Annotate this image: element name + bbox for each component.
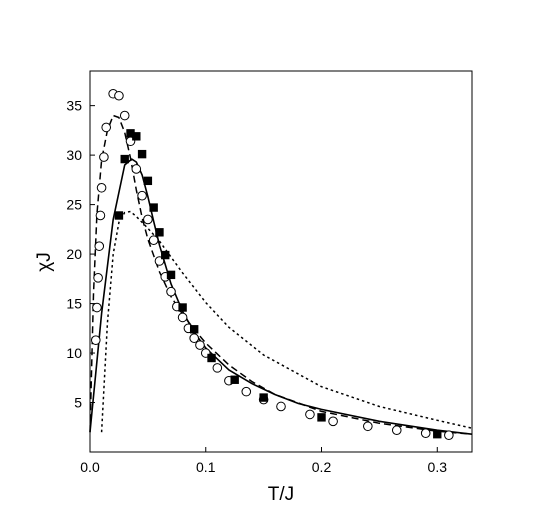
y-tick-label: 25	[66, 197, 82, 213]
data-point-circle	[92, 302, 102, 313]
series-open-circles	[90, 88, 454, 440]
data-point-circle	[212, 363, 223, 373]
data-point-square	[259, 393, 268, 402]
data-point-circle	[93, 273, 103, 283]
data-point-square	[137, 149, 147, 159]
y-tick-label: 35	[66, 98, 82, 114]
data-point-circle	[444, 430, 454, 440]
y-tick-label: 30	[66, 147, 82, 163]
y-tick-label: 5	[74, 395, 82, 411]
data-point-circle	[94, 241, 105, 251]
data-point-circle	[195, 340, 205, 350]
x-tick-label: 0.2	[312, 459, 332, 475]
solid-line-curve	[89, 158, 473, 435]
data-point-circle	[95, 210, 106, 221]
x-tick-label: 0.3	[428, 459, 448, 475]
data-point-circle	[143, 214, 153, 225]
data-point-square	[317, 413, 326, 422]
data-point-circle	[420, 428, 431, 438]
series-dotted-line	[100, 210, 473, 433]
x-axis-label: T/J	[268, 484, 294, 505]
data-point-circle	[276, 401, 286, 412]
data-point-square	[132, 132, 141, 141]
y-tick-label: 10	[66, 345, 82, 361]
plot-frame	[89, 70, 473, 453]
data-point-circle	[177, 312, 188, 323]
series-layer	[89, 88, 473, 440]
data-point-square	[143, 176, 153, 186]
data-point-square	[178, 303, 187, 312]
data-point-circle	[148, 235, 159, 246]
series-solid-line	[89, 158, 473, 435]
y-axis-ticks: 5 10 15 20 25 30 35	[66, 98, 95, 411]
x-axis-ticks: 0.0 0.1 0.2 0.3	[80, 447, 447, 475]
data-point-square	[230, 375, 239, 384]
data-point-circle	[305, 409, 315, 420]
data-point-circle	[363, 421, 373, 432]
data-point-square	[161, 250, 170, 260]
data-point-square	[166, 270, 176, 280]
y-axis-label: χJ	[34, 252, 55, 271]
data-point-circle	[101, 122, 112, 133]
data-point-square	[149, 203, 158, 212]
dotted-line-curve	[100, 210, 473, 433]
data-point-circle	[90, 335, 101, 345]
data-point-square	[433, 429, 442, 439]
series-dashed-line	[89, 114, 473, 435]
x-tick-label: 0.1	[196, 459, 216, 475]
x-tick-label: 0.0	[80, 459, 100, 475]
y-tick-label: 15	[66, 296, 82, 312]
data-point-square	[120, 154, 129, 164]
data-point-circle	[137, 190, 147, 201]
data-point-circle	[131, 164, 142, 174]
data-point-circle	[328, 416, 338, 427]
data-point-circle	[189, 333, 199, 343]
data-point-square	[126, 129, 135, 138]
data-point-circle	[114, 90, 124, 101]
dashed-line-curve	[89, 114, 473, 435]
data-point-circle	[119, 110, 130, 121]
data-point-square	[114, 211, 124, 220]
data-point-square	[155, 228, 164, 237]
data-point-square	[189, 325, 199, 334]
data-point-circle	[241, 386, 252, 397]
data-point-circle	[166, 286, 176, 297]
data-point-circle	[391, 425, 402, 436]
data-point-square	[207, 353, 216, 363]
data-point-circle	[99, 152, 109, 162]
series-filled-squares	[114, 129, 442, 439]
y-tick-label: 20	[66, 246, 82, 262]
data-point-circle	[96, 182, 107, 193]
